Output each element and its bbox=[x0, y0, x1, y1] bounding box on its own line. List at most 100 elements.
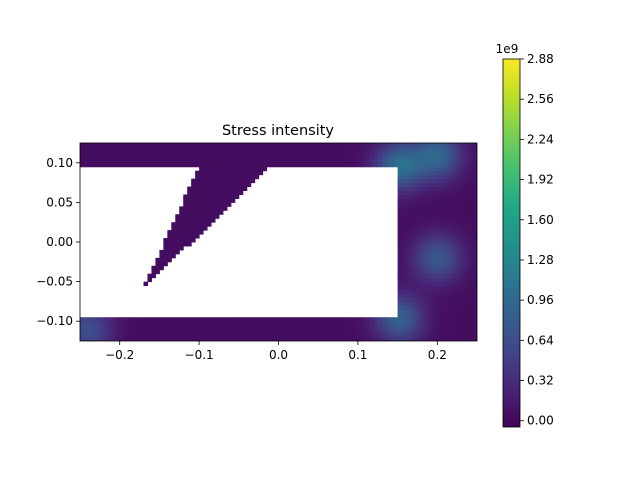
field-cell bbox=[397, 143, 403, 148]
field-cell bbox=[183, 230, 188, 235]
field-cell bbox=[421, 230, 426, 235]
field-cell bbox=[187, 206, 192, 211]
field-cell bbox=[183, 321, 188, 326]
field-cell bbox=[258, 170, 264, 176]
field-cell bbox=[381, 337, 387, 341]
field-cell bbox=[179, 325, 184, 330]
field-cell bbox=[469, 249, 474, 255]
field-cell bbox=[465, 253, 470, 259]
field-cell bbox=[465, 285, 470, 291]
field-cell bbox=[175, 325, 180, 330]
field-cell bbox=[381, 325, 387, 330]
field-cell bbox=[449, 238, 454, 243]
field-cell bbox=[389, 321, 395, 326]
field-cell bbox=[445, 210, 450, 215]
field-cell bbox=[203, 166, 208, 172]
field-cell bbox=[425, 309, 430, 314]
field-cell bbox=[218, 337, 224, 341]
field-cell bbox=[397, 150, 403, 156]
field-cell bbox=[250, 321, 256, 326]
field-cell bbox=[119, 321, 125, 326]
field-cell bbox=[417, 238, 422, 243]
field-cell bbox=[453, 202, 458, 207]
field-cell bbox=[322, 333, 327, 338]
field-cell bbox=[401, 186, 407, 192]
field-cell bbox=[405, 289, 411, 294]
field-cell bbox=[421, 218, 426, 223]
field-cell bbox=[115, 154, 121, 160]
field-cell bbox=[425, 301, 430, 306]
field-cell bbox=[377, 325, 383, 330]
field-cell bbox=[457, 194, 462, 199]
field-cell bbox=[246, 166, 252, 172]
field-cell bbox=[433, 269, 438, 275]
field-cell bbox=[457, 249, 462, 255]
field-cell bbox=[453, 154, 458, 160]
field-cell bbox=[175, 337, 180, 341]
field-cell bbox=[242, 317, 248, 322]
field-cell bbox=[314, 158, 319, 164]
field-cell bbox=[429, 337, 434, 341]
field-cell bbox=[115, 337, 121, 341]
field-cell bbox=[266, 158, 272, 164]
field-cell bbox=[218, 202, 224, 207]
field-cell bbox=[457, 281, 462, 287]
field-cell bbox=[385, 143, 391, 148]
field-cell bbox=[345, 143, 351, 148]
field-cell bbox=[242, 170, 248, 176]
field-cell bbox=[222, 206, 228, 211]
field-cell bbox=[80, 146, 85, 152]
field-cell bbox=[405, 190, 411, 195]
field-cell bbox=[469, 269, 474, 275]
field-cell bbox=[421, 257, 426, 263]
field-cell bbox=[207, 214, 212, 219]
x-tick-label: −0.2 bbox=[105, 348, 134, 362]
field-cell bbox=[397, 198, 403, 203]
field-cell bbox=[226, 337, 232, 341]
field-cell bbox=[183, 158, 188, 164]
field-cell bbox=[139, 329, 145, 334]
field-cell bbox=[242, 162, 248, 168]
field-cell bbox=[99, 146, 105, 152]
field-cell bbox=[405, 249, 411, 255]
field-cell bbox=[401, 238, 407, 243]
field-cell bbox=[409, 226, 414, 231]
field-cell bbox=[167, 238, 172, 243]
field-cell bbox=[234, 317, 240, 322]
field-cell bbox=[457, 210, 462, 215]
field-cell bbox=[449, 325, 454, 330]
field-cell bbox=[453, 333, 458, 338]
field-cell bbox=[191, 154, 196, 160]
field-cell bbox=[234, 178, 240, 184]
field-cell bbox=[469, 245, 474, 251]
field-cell bbox=[413, 190, 418, 195]
field-cell bbox=[469, 265, 474, 271]
field-cell bbox=[397, 257, 403, 263]
field-cell bbox=[203, 158, 208, 164]
field-cell bbox=[183, 194, 188, 199]
field-cell bbox=[469, 190, 474, 195]
field-cell bbox=[230, 194, 236, 199]
field-cell bbox=[389, 333, 395, 338]
field-cell bbox=[199, 146, 204, 152]
field-cell bbox=[397, 218, 403, 223]
field-cell bbox=[401, 166, 407, 172]
field-cell bbox=[397, 253, 403, 259]
field-cell bbox=[306, 317, 311, 322]
field-cell bbox=[397, 242, 403, 247]
field-cell bbox=[357, 162, 363, 168]
field-cell bbox=[203, 150, 208, 156]
field-cell bbox=[282, 337, 287, 341]
field-cell bbox=[417, 249, 422, 255]
field-cell bbox=[433, 190, 438, 195]
field-cell bbox=[290, 329, 295, 334]
field-cell bbox=[143, 329, 148, 334]
field-cell bbox=[115, 150, 121, 156]
field-cell bbox=[397, 166, 403, 172]
field-cell bbox=[405, 277, 411, 283]
field-cell bbox=[226, 170, 232, 176]
field-cell bbox=[421, 293, 426, 298]
field-cell bbox=[361, 329, 367, 334]
field-cell bbox=[171, 337, 176, 341]
field-cell bbox=[290, 143, 295, 148]
